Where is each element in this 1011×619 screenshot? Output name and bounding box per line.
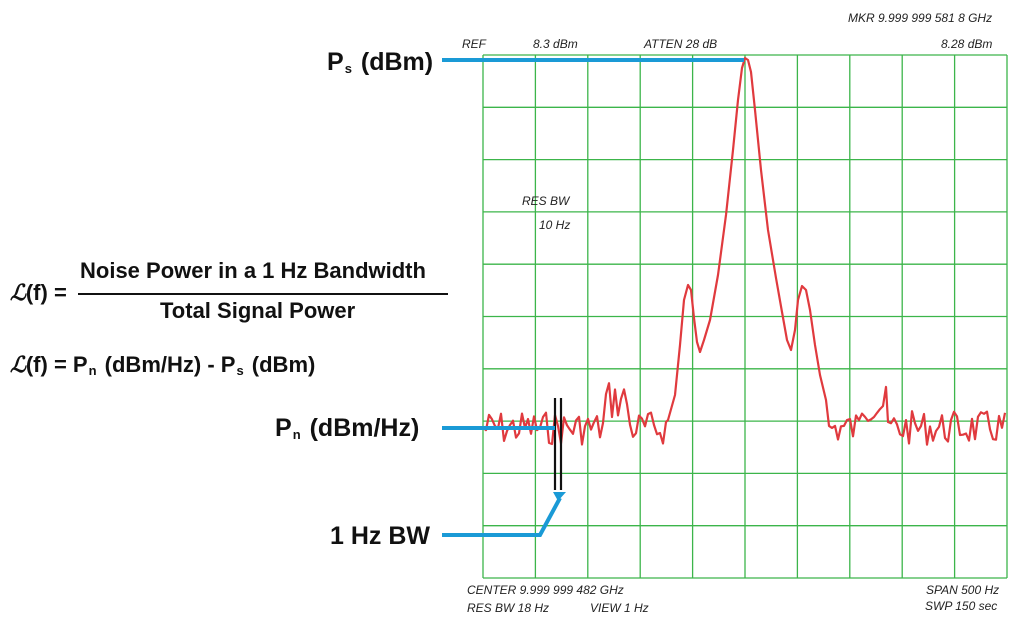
ps-label-subscript: s — [344, 61, 352, 76]
bandwidth-label: 1 Hz BW — [330, 522, 430, 550]
marker-frequency: MKR 9.999 999 581 8 GHz — [848, 11, 993, 25]
leader-lines — [442, 58, 744, 537]
bandwidth-marker-bars — [553, 398, 563, 490]
formula2-part3: (dBm) — [251, 352, 316, 377]
sweep-time: SWP 150 sec — [925, 599, 998, 613]
inset-res-bw-label: RES BW — [522, 194, 570, 208]
ps-label: Ps (dBm) — [327, 48, 433, 83]
bw-leader-line — [442, 497, 562, 537]
pn-label-unit: (dBm/Hz) — [309, 414, 420, 442]
display-grid — [482, 54, 1008, 579]
bw-leader-arrowhead — [553, 492, 566, 501]
formula2-subscript-s: s — [236, 363, 244, 378]
script-l-symbol: ℒ — [10, 280, 26, 306]
attenuation: ATTEN 28 dB — [644, 37, 718, 51]
pn-label-subscript: n — [292, 427, 301, 442]
ref-level: 8.3 dBm — [533, 37, 578, 51]
ps-label-unit: (dBm) — [360, 48, 434, 76]
center-frequency: CENTER 9.999 999 482 GHz — [467, 583, 624, 597]
formula1-numerator: Noise Power in a 1 Hz Bandwidth — [80, 258, 426, 283]
script-l-symbol: ℒ — [10, 352, 26, 378]
formula1-lhs-text: (f) = — [25, 280, 67, 305]
formula1-denominator: Total Signal Power — [160, 298, 356, 323]
formula2: ℒ(f) = Pn (dBm/Hz) - Ps (dBm) — [10, 352, 315, 384]
video-bandwidth: VIEW 1 Hz — [590, 601, 649, 615]
frequency-span: SPAN 500 Hz — [926, 583, 1000, 597]
formula2-part1: (f) = P — [25, 352, 88, 377]
inset-res-bw-value: 10 Hz — [539, 218, 571, 232]
formula2-part2: (dBm/Hz) - P — [104, 352, 236, 377]
pn-label-main: P — [275, 414, 292, 442]
fraction-bar — [78, 293, 448, 295]
formula2-subscript-n: n — [88, 363, 97, 378]
formula1-lhs: ℒ(f) = — [10, 280, 67, 306]
spectrum-trace — [482, 56, 1007, 446]
marker-amplitude: 8.28 dBm — [941, 37, 993, 51]
ref-label: REF — [462, 37, 486, 51]
resolution-bandwidth: RES BW 18 Hz — [467, 601, 550, 615]
pn-label: Pn (dBm/Hz) — [275, 414, 419, 449]
ps-label-main: P — [327, 48, 344, 76]
